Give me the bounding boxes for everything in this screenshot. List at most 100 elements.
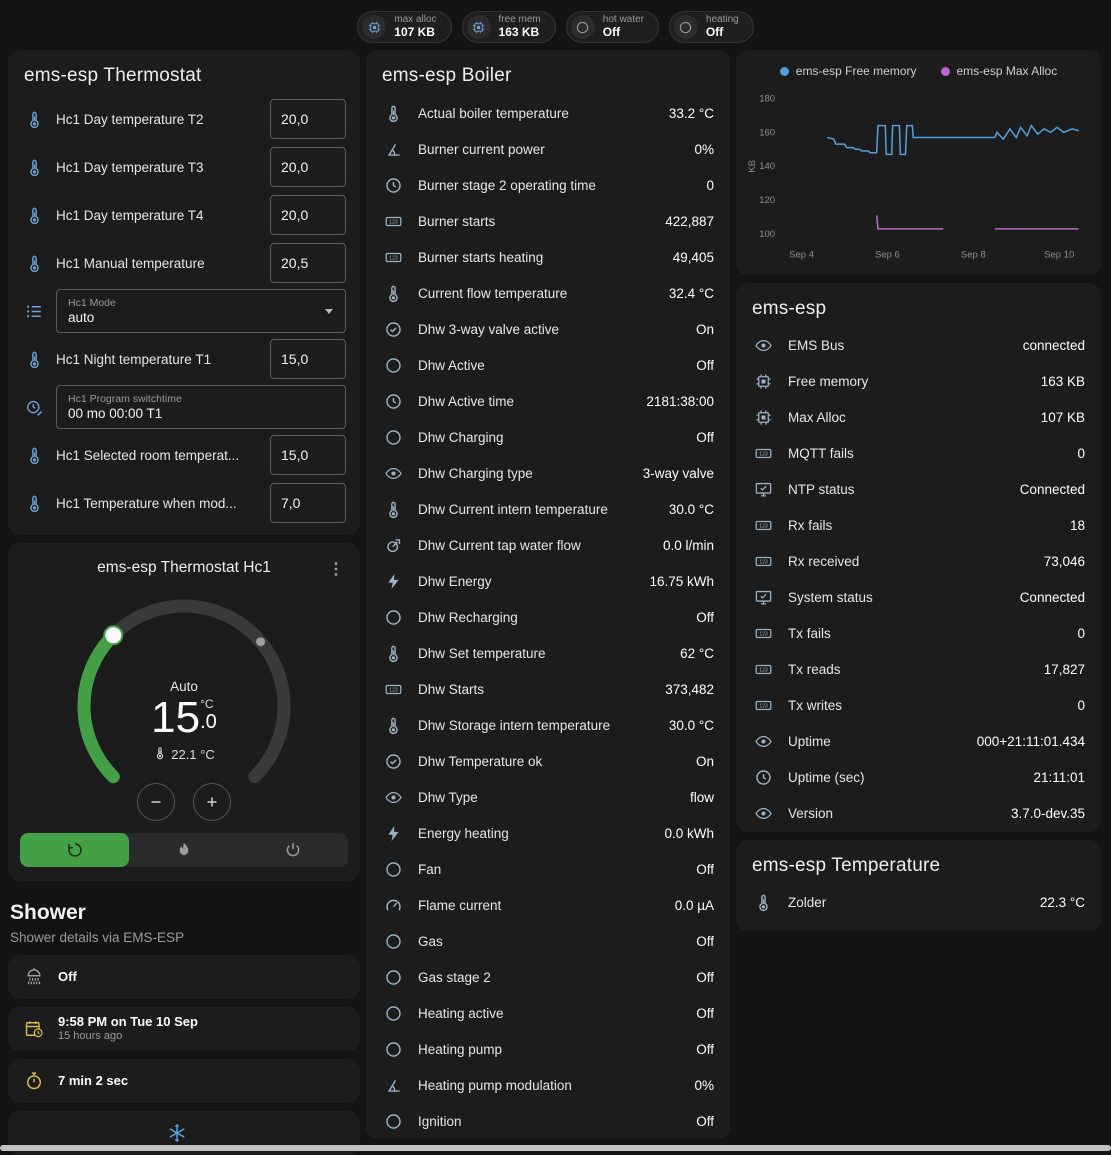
entity-row[interactable]: 123 Rx fails 18 [736,508,1101,544]
entity-label: Dhw Charging [418,430,682,445]
entity-label: Flame current [418,898,661,913]
entity-value: 62 °C [680,646,714,661]
entity-row[interactable]: 123 Tx fails 0 [736,616,1101,652]
timer-icon [24,1071,44,1091]
entity-row[interactable]: Dhw Storage intern temperature 30.0 °C [366,707,730,743]
clock-edit-icon [22,398,46,417]
entity-row[interactable]: Dhw Current intern temperature 30.0 °C [366,491,730,527]
entity-row[interactable]: Dhw Set temperature 62 °C [366,635,730,671]
setting-row: Hc1 Night temperature T1 15,0 Hc1 Night … [8,335,360,383]
shower-card[interactable]: 7 min 2 sec [8,1059,360,1103]
value-select[interactable]: Hc1 Program switchtime 00 mo 00:00 T1 [56,385,346,429]
entity-row[interactable]: Fan Off [366,851,730,887]
temp-decrease-button[interactable] [137,783,175,821]
entity-row[interactable]: System status Connected [736,580,1101,616]
entity-label: Dhw Recharging [418,610,682,625]
entity-row[interactable]: Energy heating 0.0 kWh [366,815,730,851]
entity-label: Dhw Active time [418,394,632,409]
entity-row[interactable]: 123 Rx received 73,046 [736,544,1101,580]
entity-row[interactable]: Heating pump Off [366,1031,730,1067]
entity-row[interactable]: Current flow temperature 32.4 °C [366,275,730,311]
entity-row[interactable]: Flame current 0.0 µA [366,887,730,923]
card-title: ems-esp Thermostat Hc1 [97,559,271,577]
horizontal-scrollbar[interactable] [0,1145,1111,1151]
entity-row[interactable]: 123 Burner starts 422,887 [366,203,730,239]
entity-row[interactable]: Dhw Active Off [366,347,730,383]
entity-row[interactable]: Dhw Temperature ok On [366,743,730,779]
entity-label: NTP status [788,482,1006,497]
mode-off-button[interactable] [239,833,348,867]
legend-item[interactable]: ems-esp Free memory [780,64,917,78]
entity-label: Rx received [788,554,1030,569]
temp-increase-button[interactable] [193,783,231,821]
entity-row[interactable]: 123 Tx reads 17,827 [736,652,1101,688]
badge[interactable]: free mem 163 KB [462,11,556,43]
entity-row[interactable]: Gas Off [366,923,730,959]
entity-row[interactable]: Dhw Current tap water flow 0.0 l/min [366,527,730,563]
value-input[interactable]: 20,0 [270,147,346,187]
thermometer-icon [752,893,774,912]
entity-label: Current flow temperature [418,286,655,301]
entity-row[interactable]: 123 Tx writes 0 [736,688,1101,724]
clock-icon [752,768,774,787]
entity-row[interactable]: Heating active Off [366,995,730,1031]
entity-row[interactable]: Zolder 22.3 °C [736,885,1101,921]
value-input[interactable]: 20,0 [270,195,346,235]
svg-text:123: 123 [759,704,768,710]
dial-handle[interactable] [104,626,122,644]
entity-value: 3-way valve [643,466,714,481]
entity-row[interactable]: EMS Bus connected [736,328,1101,364]
badge[interactable]: heating Off [669,11,754,43]
value-input[interactable]: 7,0 [270,483,346,523]
entity-label: Actual boiler temperature [418,106,655,121]
entity-row[interactable]: 123 Burner starts heating 49,405 [366,239,730,275]
entity-row[interactable]: Actual boiler temperature 33.2 °C [366,95,730,131]
entity-row[interactable]: Burner current power 0% [366,131,730,167]
entity-label: Uptime [788,734,963,749]
badge[interactable]: hot water Off [566,11,659,43]
current-temp-marker [256,637,265,646]
mode-heat-button[interactable] [129,833,238,867]
entity-row[interactable]: Dhw Active time 2181:38:00 [366,383,730,419]
shower-card[interactable]: 9:58 PM on Tue 10 Sep 15 hours ago [8,1007,360,1051]
entity-row[interactable]: Dhw Charging type 3-way valve [366,455,730,491]
entity-row[interactable]: Free memory 163 KB [736,364,1101,400]
menu-dots-icon[interactable] [324,557,348,581]
entity-label: MQTT fails [788,446,1063,461]
setting-label: Hc1 Temperature when mod... [56,496,260,511]
entity-row[interactable]: Burner stage 2 operating time 0 [366,167,730,203]
entity-row[interactable]: Uptime (sec) 21:11:01 [736,760,1101,796]
value-select[interactable]: Hc1 Mode auto [56,289,346,333]
entity-row[interactable]: Version 3.7.0-dev.35 [736,796,1101,832]
entity-row[interactable]: Uptime 000+21:11:01.434 [736,724,1101,760]
value-input[interactable]: 15,0 [270,435,346,475]
clock-icon [382,392,404,411]
setting-row: Hc1 Program switchtime 00 mo 00:00 T1 Hc… [8,383,360,431]
lightning-icon [382,824,404,843]
entity-row[interactable]: Heating pump modulation 0% [366,1067,730,1103]
entity-row[interactable]: Gas stage 2 Off [366,959,730,995]
legend-item[interactable]: ems-esp Max Alloc [941,64,1058,78]
entity-row[interactable]: NTP status Connected [736,472,1101,508]
badge[interactable]: max alloc 107 KB [357,11,451,43]
entity-row[interactable]: Dhw Charging Off [366,419,730,455]
value-input[interactable]: 20,5 [270,243,346,283]
entity-row[interactable]: Dhw Type flow [366,779,730,815]
entity-row[interactable]: 123 Dhw Starts 373,482 [366,671,730,707]
entity-label: Dhw Storage intern temperature [418,718,655,733]
entity-row[interactable]: Max Alloc 107 KB [736,400,1101,436]
svg-text:Sep 6: Sep 6 [875,249,900,260]
entity-row[interactable]: Dhw Energy 16.75 kWh [366,563,730,599]
entity-row[interactable]: Dhw Recharging Off [366,599,730,635]
entity-row[interactable]: Ignition Off [366,1103,730,1139]
entity-row[interactable]: 123 MQTT fails 0 [736,436,1101,472]
shower-card[interactable]: Off [8,955,360,999]
value-input[interactable]: 15,0 [270,339,346,379]
svg-text:180: 180 [759,93,775,104]
monitor-icon [752,480,774,499]
mode-auto-button[interactable] [20,833,129,867]
value-input[interactable]: 20,0 [270,99,346,139]
entity-row[interactable]: Dhw 3-way valve active On [366,311,730,347]
svg-text:120: 120 [759,195,775,206]
svg-text:100: 100 [759,229,775,240]
